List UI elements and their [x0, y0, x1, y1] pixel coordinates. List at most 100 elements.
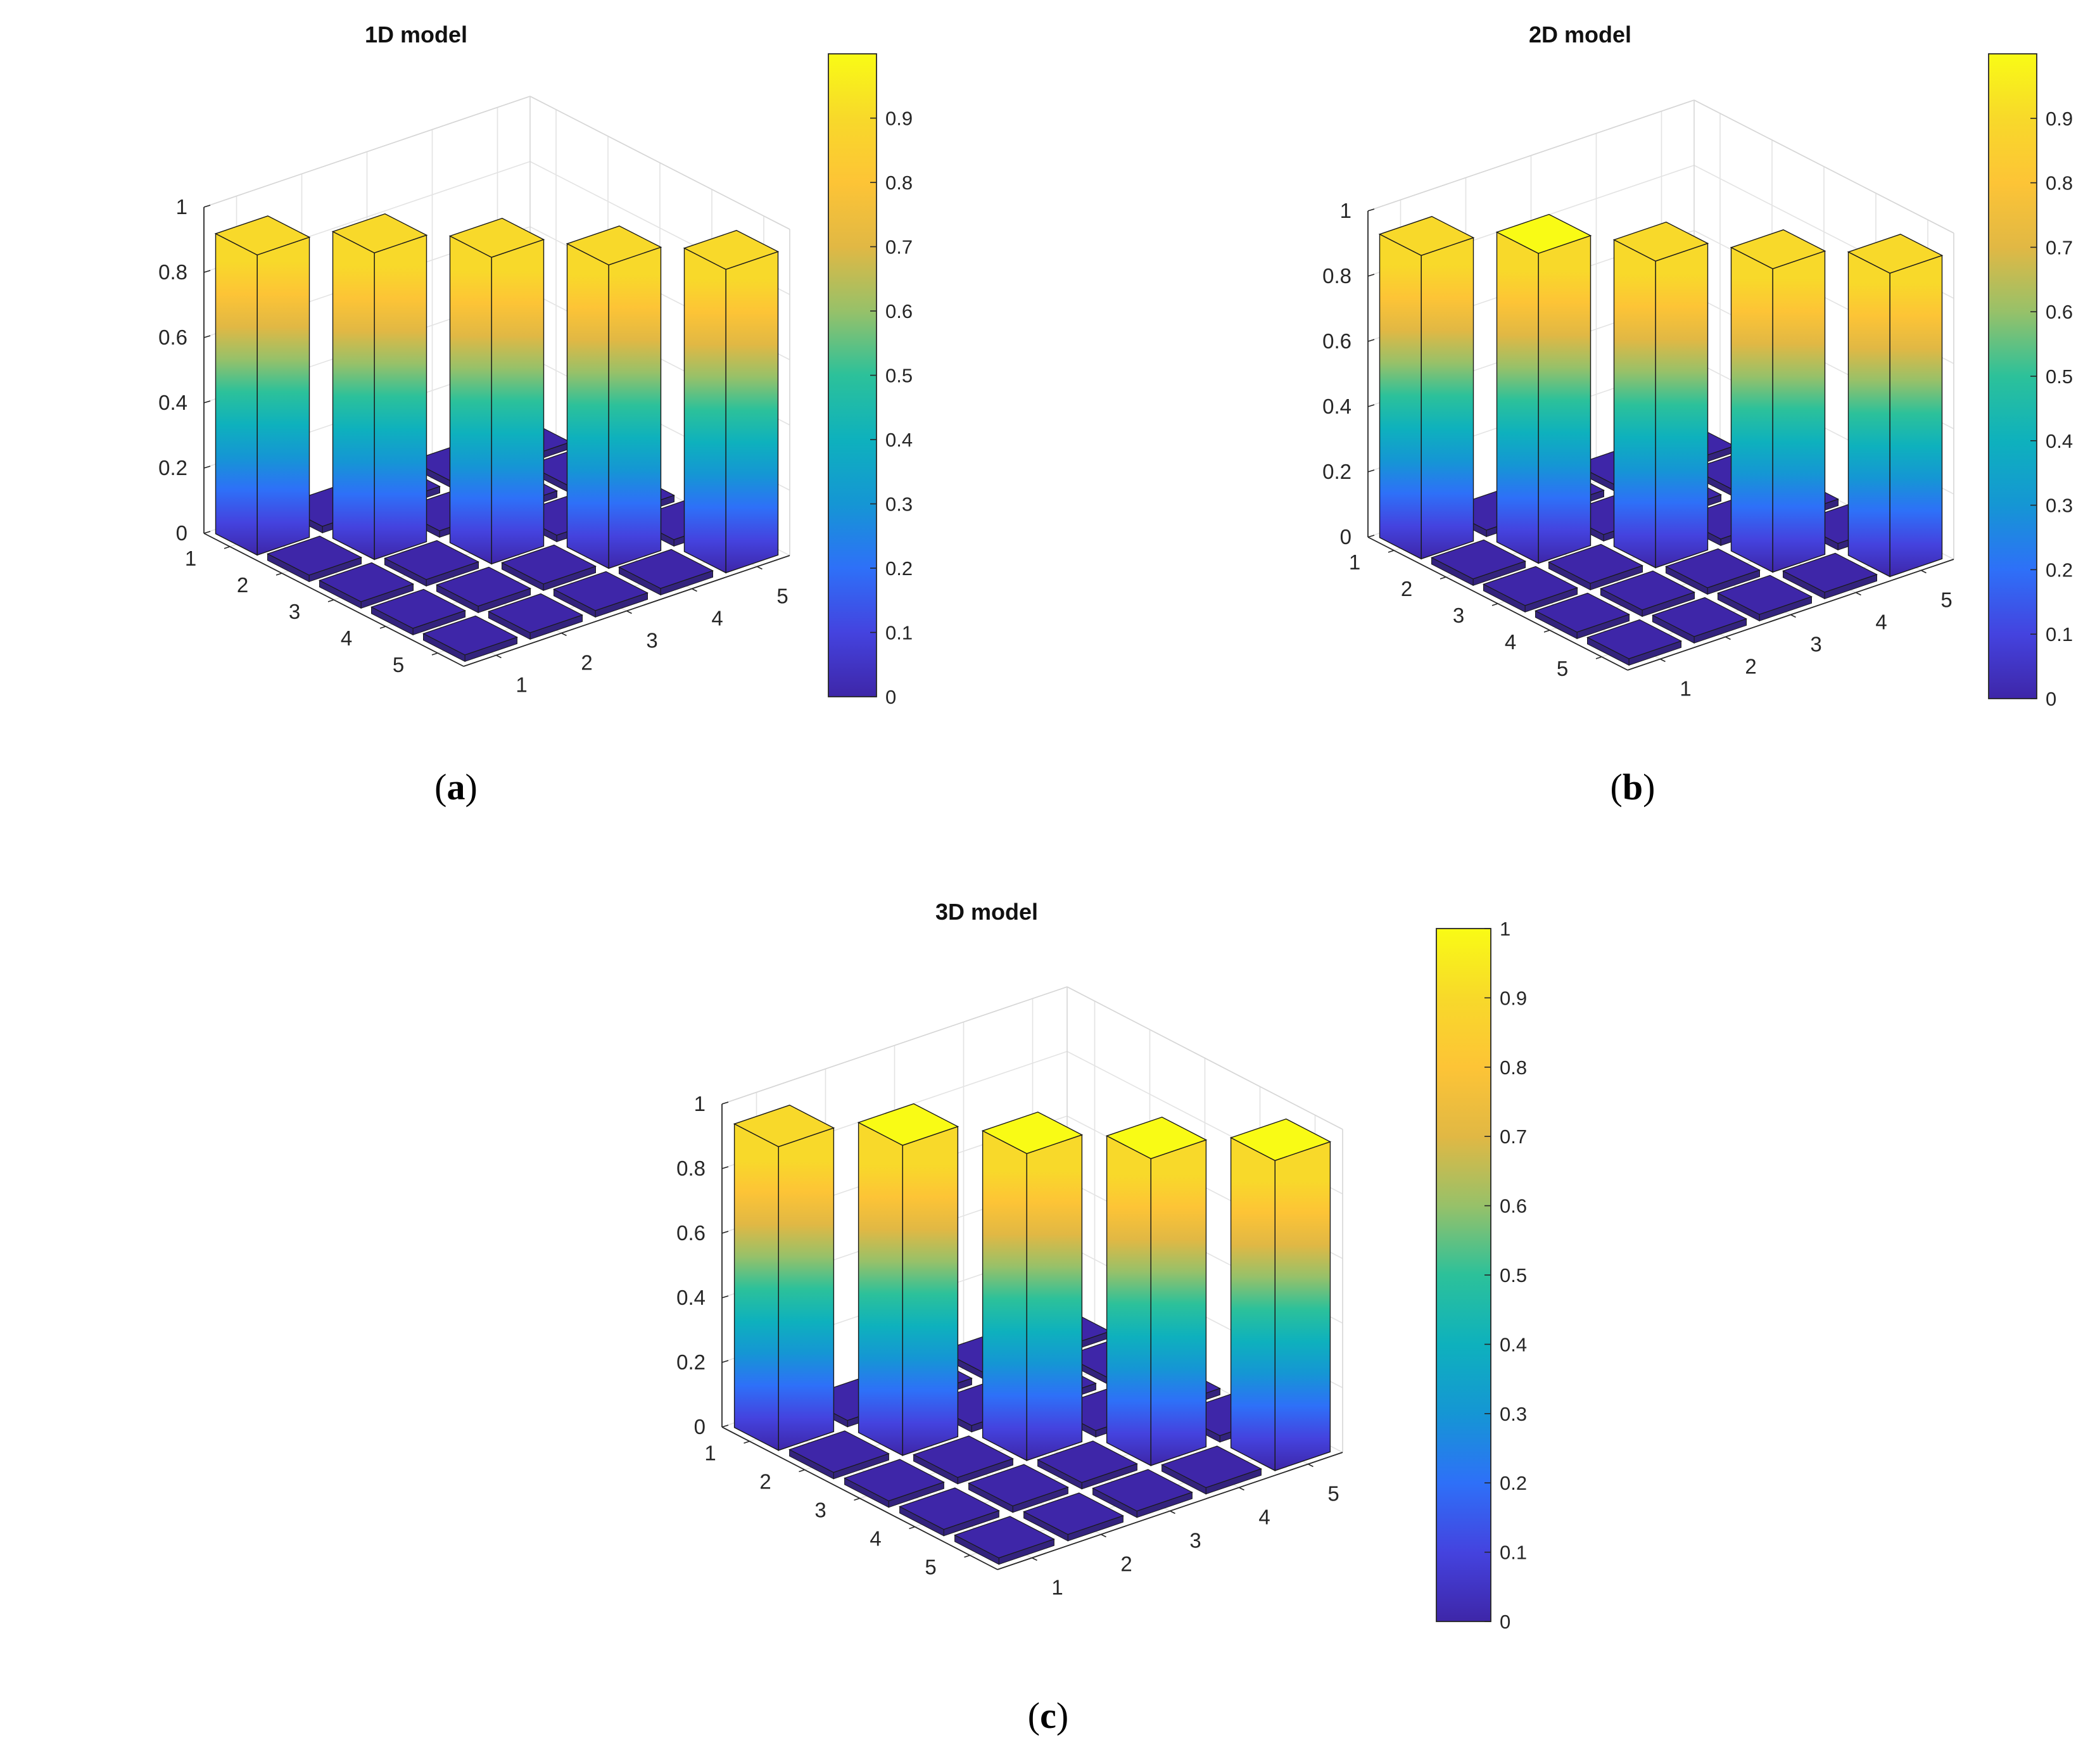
bar-top — [214, 215, 311, 256]
bar-top — [370, 588, 467, 629]
bar-face — [1538, 235, 1592, 564]
colorbar: 0 0.1 0.2 0.3 0.4 0.5 0.6 0.7 0.8 0.9 1 — [1436, 918, 1527, 1633]
bar-flat — [899, 1487, 1000, 1537]
bar-top — [788, 1430, 890, 1473]
z-tick-label: 0.4 — [158, 391, 187, 414]
bar-face — [608, 246, 662, 569]
bar — [981, 1111, 1084, 1461]
bar-flat — [383, 540, 480, 587]
grid-line — [203, 96, 531, 208]
colorbar-tick-label: 0.2 — [1500, 1472, 1527, 1494]
caption-paren: ) — [1643, 766, 1655, 808]
bar-face — [982, 1130, 1027, 1461]
col-tick-label: 2 — [1745, 655, 1756, 678]
colorbar-tick-label: 0.1 — [885, 622, 913, 644]
col-tick-label: 1 — [516, 673, 527, 697]
col-tick-label: 3 — [1189, 1529, 1201, 1552]
row-tick-label: 5 — [1557, 657, 1568, 680]
z-tick-mark — [203, 205, 211, 208]
colorbar-tick-label: 0 — [1500, 1611, 1510, 1633]
bar-face — [1026, 1134, 1083, 1461]
colorbar-tick-label: 0.7 — [1500, 1126, 1527, 1148]
col-tick-label: 2 — [1120, 1552, 1132, 1576]
bar-face — [332, 231, 375, 561]
col-tick-mark — [1101, 1533, 1106, 1538]
row-tick-label: 4 — [870, 1527, 881, 1551]
row-tick-label: 4 — [341, 626, 352, 650]
bar — [331, 213, 428, 561]
bar-top — [913, 1435, 1014, 1478]
bar-face — [449, 235, 492, 565]
colorbar-gradient — [828, 53, 877, 697]
z-tick-label: 0.2 — [158, 456, 187, 479]
panel-c: 0 0.2 0.4 0.6 0.8 1 1 2 3 4 5 1 2 3 4 5 0 0.1 0.2 0.3 0.4 0.5… — [676, 899, 1527, 1736]
bar-top — [733, 1105, 835, 1148]
colorbar-tick-label: 0.8 — [885, 172, 913, 194]
colorbar-tick-label: 1 — [1500, 918, 1510, 940]
z-tick-mark — [203, 335, 211, 338]
row-tick-label: 3 — [1453, 604, 1464, 627]
bar — [1847, 234, 1944, 578]
bar-top — [683, 230, 780, 270]
panel-title: 1D model — [365, 22, 467, 48]
bar-flat — [318, 562, 415, 609]
bar — [857, 1103, 959, 1456]
row-tick-mark — [224, 546, 231, 549]
bar-top — [1730, 229, 1826, 270]
col-tick-label: 5 — [776, 585, 788, 608]
colorbar-tick-label: 0.8 — [1500, 1056, 1527, 1079]
panel-a: 0 0.2 0.4 0.6 0.8 1 1 2 3 4 5 1 2 3 4 5 0 0.1 0.2 0.3 0.4 0.5… — [158, 22, 913, 808]
caption-letter: a — [447, 766, 465, 808]
z-tick-label: 1 — [176, 195, 187, 219]
bar-flat — [1586, 619, 1683, 666]
col-tick-label: 4 — [711, 607, 723, 630]
caption-paren: ( — [1611, 766, 1623, 808]
bar-top — [1037, 1440, 1138, 1483]
col-tick-label: 3 — [1810, 633, 1821, 656]
col-tick-mark — [1725, 636, 1731, 640]
z-tick-label: 0.8 — [158, 260, 187, 284]
bar-face — [566, 243, 609, 569]
z-tick-label: 0.2 — [676, 1350, 706, 1374]
bar-flat — [422, 615, 519, 663]
col-tick-mark — [561, 632, 567, 637]
bar-top — [448, 217, 545, 258]
bar-top — [1482, 566, 1579, 606]
z-tick-mark — [1367, 404, 1375, 407]
row-tick-label: 2 — [1401, 577, 1412, 600]
col-tick-mark — [496, 654, 502, 659]
bar-top — [1229, 1118, 1332, 1161]
row-tick-label: 3 — [289, 600, 300, 623]
bar-face — [683, 247, 726, 574]
colorbar-tick-label: 0.1 — [2046, 623, 2073, 645]
row-tick-mark — [1491, 603, 1498, 606]
panel-b: 0 0.2 0.4 0.6 0.8 1 1 2 3 4 5 1 2 3 4 5 0 0.1 0.2 0.3 0.4 0.5… — [1322, 22, 2073, 808]
bar-face — [1496, 231, 1539, 564]
z-tick-mark — [203, 466, 211, 469]
bar-flat — [1161, 1445, 1262, 1495]
row-tick-mark — [799, 1469, 805, 1473]
z-tick-mark — [1367, 274, 1375, 277]
z-tick-label: 0.6 — [158, 326, 187, 349]
col-tick-label: 4 — [1258, 1506, 1270, 1529]
colorbar-tick-label: 0.2 — [2046, 559, 2073, 581]
panel-caption: (a) — [434, 766, 478, 808]
col-tick-mark — [1790, 614, 1796, 618]
colorbar-gradient — [1436, 928, 1491, 1622]
z-tick-label: 0 — [694, 1415, 706, 1438]
bar-top — [318, 562, 415, 602]
z-tick-mark — [203, 531, 211, 534]
bar-top — [435, 566, 532, 607]
bar — [214, 215, 311, 556]
col-tick-mark — [1921, 569, 1927, 574]
colorbar: 0 0.1 0.2 0.3 0.4 0.5 0.6 0.7 0.8 0.9 — [828, 53, 913, 708]
bar-face — [1847, 251, 1890, 578]
z-tick-label: 0.4 — [676, 1286, 706, 1309]
row-axis: 1 2 3 4 5 — [185, 533, 464, 676]
bar-top — [1547, 543, 1644, 584]
bar-flat — [552, 571, 649, 618]
row-tick-label: 5 — [393, 653, 404, 676]
colorbar-tick-label: 0.9 — [885, 108, 913, 130]
row-tick-label: 3 — [814, 1499, 826, 1522]
z-tick-mark — [1367, 469, 1375, 473]
